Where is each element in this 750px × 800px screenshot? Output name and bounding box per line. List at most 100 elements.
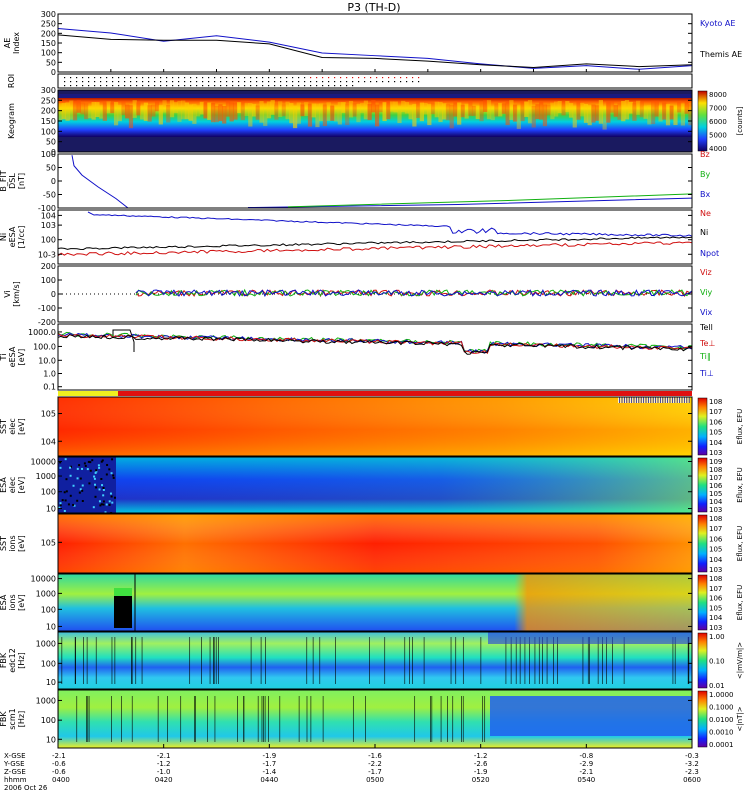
sst_i-colorbar-label: Eflux, EFU — [736, 526, 744, 561]
roi-dot — [292, 81, 294, 83]
roi-dot — [136, 81, 138, 83]
keogram-cell — [602, 105, 607, 130]
sst_e-gap — [637, 397, 638, 403]
esa_e-noise — [84, 464, 87, 467]
sst_e-gap — [675, 397, 677, 403]
density-ytick-label: 103 — [41, 221, 56, 230]
esa_e-noise — [99, 504, 102, 507]
esa_i-ytick-label: 1000 — [36, 589, 56, 598]
keogram-cell — [505, 101, 510, 126]
roi-dot — [202, 81, 204, 83]
keogram-ytick-label: 250 — [41, 96, 56, 105]
roi-dot — [124, 85, 126, 87]
xaxis-row-label: X-GSE — [4, 752, 26, 760]
keogram-cell — [632, 103, 637, 121]
sst_i-colorbar-tick: 108 — [709, 515, 722, 523]
density-ylabel: Ni — [0, 233, 8, 241]
xaxis-row-label: 2006 Oct 26 — [4, 784, 48, 792]
esa_e-colorbar-tick: 107 — [709, 474, 722, 482]
roi-dot — [148, 85, 150, 87]
esa_e-noise — [81, 489, 84, 492]
roi-dot — [250, 77, 252, 79]
xaxis-value: -2.6 — [474, 760, 488, 768]
roi-dot — [340, 85, 342, 87]
sst_e-gap — [655, 397, 656, 403]
roi-ylabel: ROI — [7, 74, 16, 88]
keogram-cell — [527, 100, 533, 124]
esa_e-noise — [94, 483, 97, 486]
fbk_e-colorbar-label: <|mV/m|> — [736, 642, 744, 679]
roi-dot — [328, 77, 330, 79]
esa_e-noise — [76, 467, 79, 470]
sst_i-overlay — [58, 514, 692, 573]
roi-dot — [262, 77, 264, 79]
roi-dot — [136, 85, 138, 87]
xaxis-value: -1.9 — [474, 768, 488, 776]
esa_e-noise — [94, 495, 97, 498]
roi-dot — [340, 81, 342, 83]
esa_e-noise — [87, 460, 90, 463]
xaxis-value: 0600 — [683, 776, 701, 784]
temperature-legend-3: Ti⊥ — [699, 369, 714, 378]
keogram-cell — [430, 102, 436, 115]
roi-dot — [334, 85, 336, 87]
roi-dot — [376, 81, 378, 83]
keogram-ytick-label: 150 — [41, 117, 56, 126]
ae-ytick-label: 0 — [51, 68, 56, 77]
roi-dot — [310, 77, 312, 79]
roi-dot — [388, 77, 390, 79]
sst_e-gap — [658, 397, 660, 403]
esa_e-noise — [111, 458, 114, 461]
roi-dot — [184, 81, 186, 83]
esa_e-colorbar-tick: 104 — [709, 498, 723, 506]
roi-dot — [256, 81, 258, 83]
esa_e-noise — [69, 474, 72, 477]
keogram-cell — [278, 101, 283, 118]
keogram-cell — [606, 101, 611, 123]
sst_e-gap — [667, 397, 668, 403]
sst_e-gap — [621, 397, 623, 403]
keogram-cell — [486, 100, 492, 120]
roi-dot — [166, 85, 168, 87]
fbk_e-colorbar-tick: 0.01 — [709, 682, 725, 690]
ae-ytick-label: 100 — [41, 49, 56, 58]
roi-dot — [94, 85, 96, 87]
keogram-cell — [550, 102, 555, 120]
keogram-cell — [326, 102, 331, 121]
esa_e-noise — [105, 473, 108, 476]
fbk_b-ytick-label: 100 — [41, 716, 56, 725]
bfit-ytick-label: 0 — [51, 177, 56, 186]
roi-dot — [274, 85, 276, 87]
temperature-ylabel: [eV] — [17, 349, 26, 366]
roi-dot — [244, 81, 246, 83]
keogram-cell — [292, 105, 298, 129]
bfit-by — [287, 193, 693, 208]
esa_e-colorbar-tick: 103 — [709, 506, 722, 514]
roi-dot — [256, 85, 258, 87]
keogram-cell — [583, 103, 589, 123]
keogram-cell — [341, 102, 346, 113]
esa_e-noise — [98, 466, 101, 469]
keogram-cell — [457, 102, 462, 125]
keogram-cell — [99, 105, 104, 119]
sst_e-gap — [668, 397, 670, 403]
fbk_e-ylabel: edc12 — [8, 648, 17, 673]
esa_i-ylabel: ESA — [0, 594, 8, 610]
velocity-ytick-label: -200 — [38, 318, 56, 327]
keogram-cell — [158, 105, 163, 125]
sst_e-gap — [650, 397, 652, 403]
roi-dot — [400, 81, 402, 83]
keogram-cell — [61, 103, 66, 120]
roi-dot — [190, 85, 192, 87]
bfit-frame — [57, 153, 693, 209]
keogram-cell — [143, 102, 149, 121]
esa_e-noise — [72, 484, 75, 487]
density-legend-2: Npot — [700, 249, 719, 258]
keogram-cell — [684, 101, 689, 114]
keogram-cell — [322, 104, 328, 127]
esa_i-gap — [114, 596, 132, 628]
xaxis-value: -1.7 — [262, 760, 276, 768]
keogram-cell — [520, 101, 525, 122]
keogram-cell — [416, 101, 421, 119]
